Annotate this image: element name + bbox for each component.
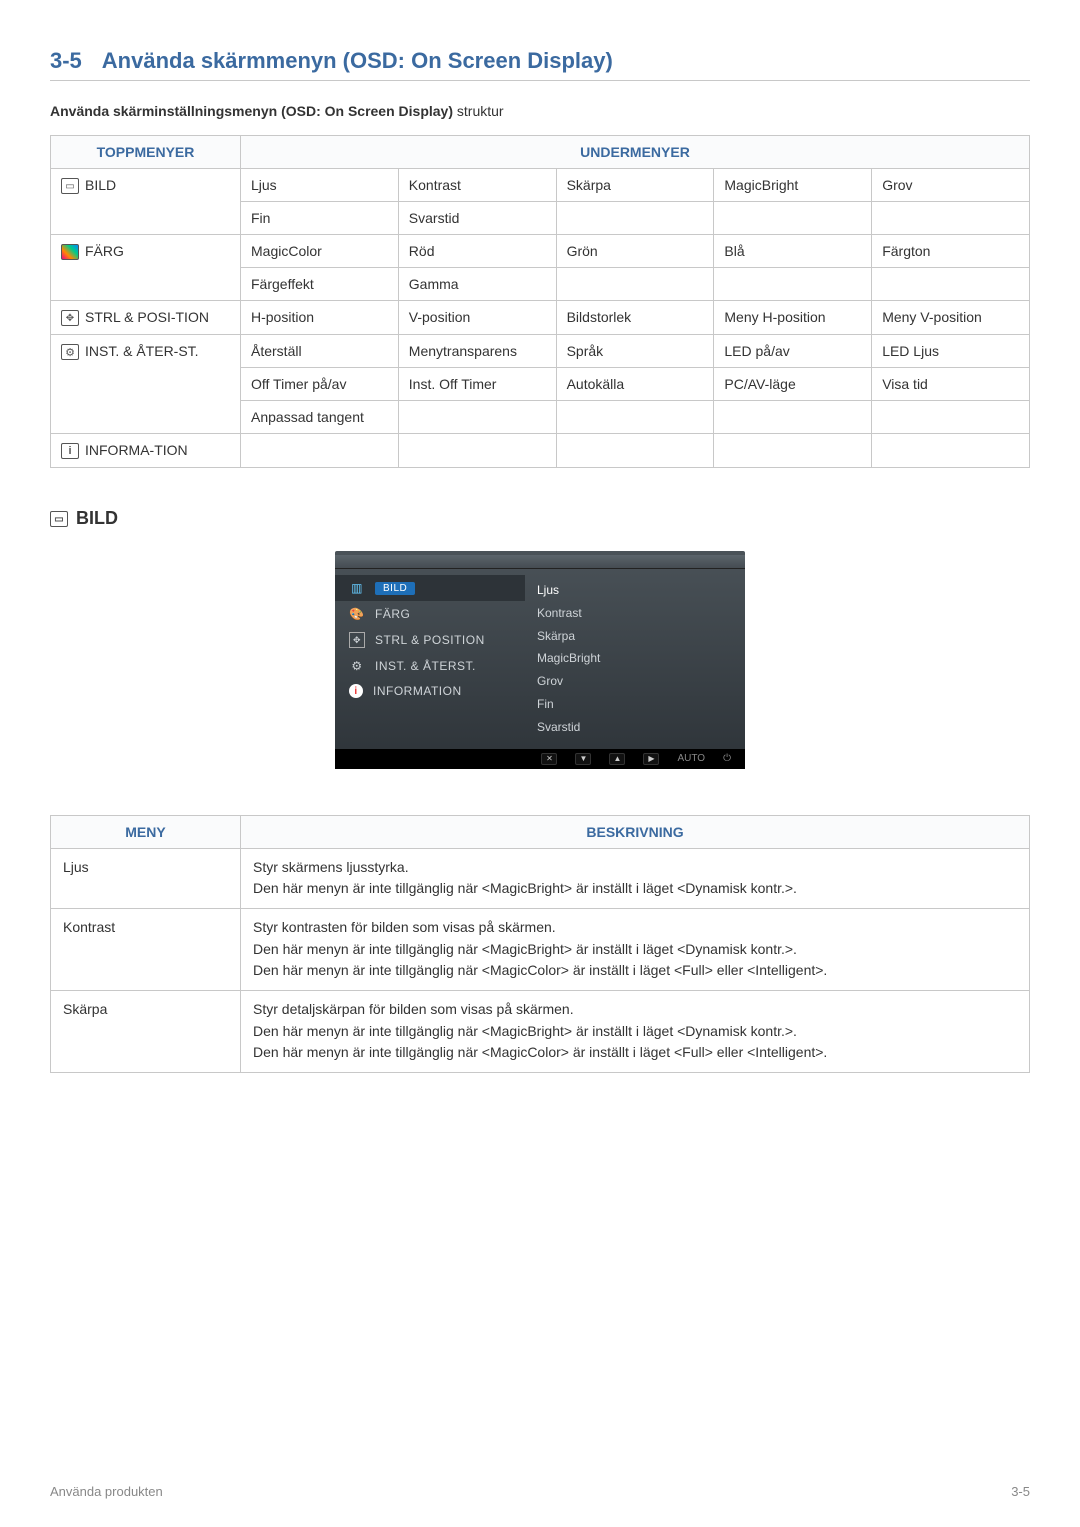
osd-structure-table: TOPPMENYER UNDERMENYER ▭BILD Ljus Kontra… <box>50 135 1030 468</box>
down-icon: ▼ <box>575 753 591 765</box>
osd-left-farg: 🎨FÄRG <box>335 601 525 627</box>
bars-icon: ▥ <box>349 580 365 596</box>
up-icon: ▲ <box>609 753 625 765</box>
osd-right-item: Skärpa <box>537 625 745 648</box>
footer-right: 3-5 <box>1011 1484 1030 1499</box>
th-meny: MENY <box>51 815 241 848</box>
osd-left-info: iINFORMATION <box>335 679 525 703</box>
topmenu-info: iINFORMA-TION <box>51 434 241 468</box>
description-table: MENY BESKRIVNING Ljus Styr skärmens ljus… <box>50 815 1030 1074</box>
power-icon: ⏻ <box>723 753 731 764</box>
osd-left-inst: ⚙INST. & ÅTERST. <box>335 653 525 679</box>
th-top: TOPPMENYER <box>51 136 241 169</box>
heading-title: Använda skärmmenyn (OSD: On Screen Displ… <box>102 48 613 74</box>
topmenu-bild: ▭BILD <box>51 169 241 235</box>
subcaption-bold: Använda skärminställningsmenyn (OSD: On … <box>50 103 453 119</box>
subcaption: Använda skärminställningsmenyn (OSD: On … <box>50 103 1030 119</box>
gear-icon: ⚙ <box>349 658 365 674</box>
x-icon: ✕ <box>541 753 557 765</box>
cross-icon: ✥ <box>61 310 79 326</box>
osd-left-strl: ✥STRL & POSITION <box>335 627 525 653</box>
desc-row-text: Styr detaljskärpan för bilden som visas … <box>241 991 1030 1073</box>
section-bild-heading: ▭ BILD <box>50 508 1030 529</box>
osd-left-panel: ▥BILD 🎨FÄRG ✥STRL & POSITION ⚙INST. & ÅT… <box>335 569 525 749</box>
topmenu-inst: ⚙INST. & ÅTER-ST. <box>51 335 241 434</box>
picture-icon: ▭ <box>61 178 79 194</box>
cross-icon: ✥ <box>349 632 365 648</box>
gear-icon: ⚙ <box>61 344 79 360</box>
footer-left: Använda produkten <box>50 1484 163 1499</box>
th-besk: BESKRIVNING <box>241 815 1030 848</box>
desc-row-text: Styr skärmens ljusstyrka. Den här menyn … <box>241 848 1030 908</box>
desc-row-meny: Ljus <box>51 848 241 908</box>
osd-left-bild: ▥BILD <box>335 575 525 601</box>
desc-row-text: Styr kontrasten för bilden som visas på … <box>241 908 1030 990</box>
palette-icon <box>61 244 79 260</box>
osd-right-item: MagicBright <box>537 647 745 670</box>
osd-right-item: Svarstid <box>537 716 745 739</box>
palette-icon: 🎨 <box>349 606 365 622</box>
osd-right-panel: Ljus Kontrast Skärpa MagicBright Grov Fi… <box>525 569 745 749</box>
desc-row-meny: Kontrast <box>51 908 241 990</box>
page-heading: 3-5 Använda skärmmenyn (OSD: On Screen D… <box>50 48 1030 81</box>
osd-right-item: Kontrast <box>537 602 745 625</box>
desc-row-meny: Skärpa <box>51 991 241 1073</box>
osd-bottombar: ✕ ▼ ▲ ▶ AUTO ⏻ <box>335 749 745 769</box>
subcaption-rest: struktur <box>453 103 504 119</box>
page-footer: Använda produkten 3-5 <box>50 1484 1030 1499</box>
topmenu-farg: FÄRG <box>51 235 241 301</box>
info-icon: i <box>61 443 79 459</box>
info-icon: i <box>349 684 363 698</box>
osd-right-item: Fin <box>537 693 745 716</box>
osd-right-item: Grov <box>537 670 745 693</box>
topmenu-strl: ✥STRL & POSI-TION <box>51 301 241 335</box>
th-under: UNDERMENYER <box>241 136 1030 169</box>
picture-icon: ▭ <box>50 511 68 527</box>
auto-label: AUTO <box>677 753 705 764</box>
heading-number: 3-5 <box>50 48 82 74</box>
osd-screenshot: ▥BILD 🎨FÄRG ✥STRL & POSITION ⚙INST. & ÅT… <box>50 551 1030 769</box>
play-icon: ▶ <box>643 753 659 765</box>
osd-right-item: Ljus <box>537 579 745 602</box>
